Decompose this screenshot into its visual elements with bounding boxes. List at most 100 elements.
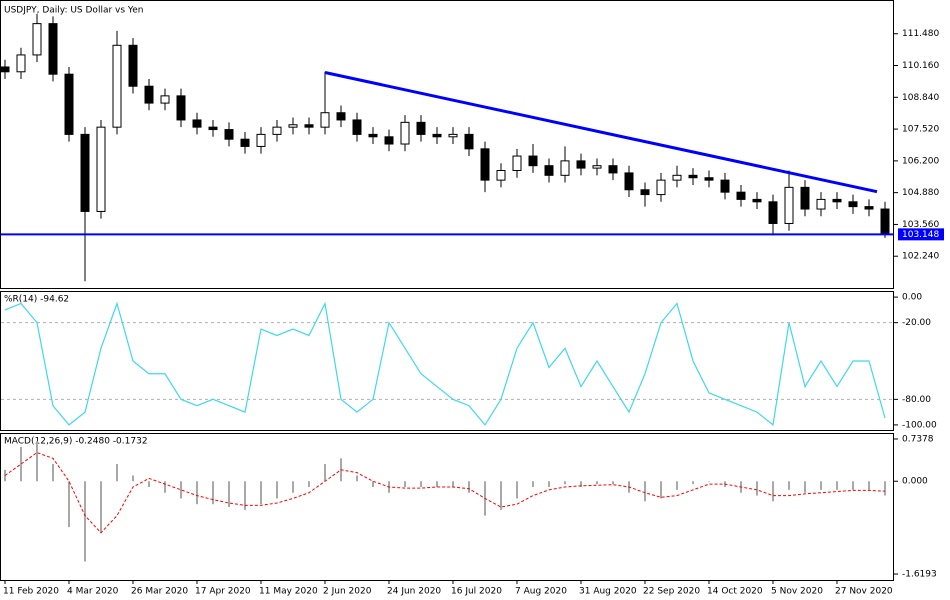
macd-bar bbox=[660, 481, 662, 499]
candle-body bbox=[224, 129, 234, 140]
macd-bar bbox=[228, 481, 230, 508]
candle-body bbox=[816, 198, 826, 210]
candle-body bbox=[192, 119, 202, 128]
macd-bar bbox=[244, 481, 246, 510]
macd-bar bbox=[36, 441, 38, 482]
candle-body bbox=[80, 133, 90, 212]
macd-bar bbox=[804, 481, 806, 493]
candle-body bbox=[64, 73, 74, 135]
y-tick-label: 0.00 bbox=[902, 293, 922, 303]
x-tick-label: 26 Mar 2020 bbox=[131, 587, 188, 597]
candle-body bbox=[640, 189, 650, 196]
macd-bar bbox=[468, 481, 470, 493]
candle-body bbox=[176, 95, 186, 121]
macd-bar bbox=[292, 481, 294, 493]
candle-body bbox=[432, 133, 442, 138]
y-tick-label: 0.000 bbox=[902, 477, 928, 487]
macd-bar bbox=[100, 481, 102, 533]
macd-bar bbox=[596, 481, 598, 485]
macd-bar bbox=[404, 481, 406, 487]
candle-body bbox=[848, 201, 858, 208]
candle-body bbox=[272, 126, 282, 135]
candle-body bbox=[96, 126, 106, 212]
macd-bar bbox=[772, 481, 774, 502]
candle-body bbox=[368, 133, 378, 138]
candle-body bbox=[112, 44, 122, 128]
y-tick-label: -100.00 bbox=[902, 420, 937, 430]
indicator-line bbox=[4, 301, 886, 427]
candle-body bbox=[736, 191, 746, 200]
candle-body bbox=[864, 206, 874, 210]
candle-body bbox=[832, 198, 842, 203]
macd-bar bbox=[756, 481, 758, 496]
candle-body bbox=[448, 133, 458, 138]
macd-bar bbox=[836, 481, 838, 490]
candle-body bbox=[160, 95, 170, 104]
x-tick-label: 11 May 2020 bbox=[259, 587, 318, 597]
candle-body bbox=[624, 172, 634, 191]
macd-bar bbox=[308, 481, 310, 487]
x-tick-label: 16 Jul 2020 bbox=[451, 587, 502, 597]
candle-body bbox=[400, 121, 410, 145]
candle-body bbox=[384, 136, 394, 145]
macd-bar bbox=[196, 481, 198, 505]
candle-body bbox=[608, 165, 618, 174]
candle-body bbox=[800, 186, 810, 210]
macd-bar bbox=[356, 475, 358, 482]
candle-body bbox=[464, 133, 474, 150]
x-tick-label: 2 Jun 2020 bbox=[323, 587, 372, 597]
macd-bar bbox=[644, 481, 646, 502]
y-tick-label: 110.160 bbox=[902, 61, 939, 71]
y-tick-label: 111.480 bbox=[902, 29, 939, 39]
macd-bar bbox=[452, 481, 454, 487]
macd-bar bbox=[116, 464, 118, 482]
macd-bar bbox=[852, 481, 854, 490]
macd-bar bbox=[612, 481, 614, 485]
candle-body bbox=[352, 119, 362, 135]
macd-bar bbox=[148, 481, 150, 487]
candle-body bbox=[144, 85, 154, 104]
candle-body bbox=[784, 186, 794, 224]
y-tick-label: 106.200 bbox=[902, 156, 939, 166]
candle-body bbox=[512, 155, 522, 172]
x-tick-label: 31 Aug 2020 bbox=[579, 587, 637, 597]
macd-panel bbox=[0, 433, 894, 581]
x-tick-label: 17 Apr 2020 bbox=[195, 587, 251, 597]
macd-bar bbox=[84, 481, 86, 562]
y-tick-label: 103.560 bbox=[902, 220, 939, 230]
y-tick-label: 102.240 bbox=[902, 252, 939, 262]
candle-body bbox=[880, 208, 890, 235]
price-panel bbox=[0, 0, 894, 289]
macd-bar bbox=[180, 481, 182, 499]
macd-bar bbox=[580, 481, 582, 487]
macd-bar bbox=[820, 481, 822, 490]
macd-bar bbox=[276, 481, 278, 499]
macd-bar bbox=[708, 481, 710, 482]
candle-body bbox=[16, 54, 26, 73]
candle-body bbox=[656, 179, 666, 196]
candle-body bbox=[320, 112, 330, 128]
macd-bar bbox=[132, 475, 134, 482]
candle-body bbox=[32, 23, 42, 56]
macd-bar bbox=[260, 481, 262, 505]
indicator-title: MACD(12,26,9) -0.2480 -0.1732 bbox=[4, 437, 148, 447]
macd-bar bbox=[516, 481, 518, 499]
candle-body bbox=[496, 170, 506, 181]
x-tick-label: 7 Aug 2020 bbox=[515, 587, 567, 597]
chart-title: USDJPY, Daily: US Dollar vs Yen bbox=[4, 6, 143, 16]
candle-body bbox=[544, 165, 554, 176]
candle-body bbox=[0, 66, 10, 73]
candle-body bbox=[336, 112, 346, 121]
candle-body bbox=[672, 174, 682, 181]
macd-bar bbox=[420, 481, 422, 487]
x-tick-label: 5 Nov 2020 bbox=[771, 587, 823, 597]
macd-bar bbox=[212, 481, 214, 505]
indicator-title: %R(14) -94.62 bbox=[4, 295, 69, 305]
williams-panel bbox=[0, 291, 894, 431]
x-tick-label: 11 Feb 2020 bbox=[3, 587, 59, 597]
trend-line bbox=[324, 71, 878, 194]
y-tick-label: 104.880 bbox=[902, 188, 939, 198]
macd-bar bbox=[164, 481, 166, 493]
macd-bar bbox=[868, 481, 870, 490]
candle-body bbox=[752, 198, 762, 203]
